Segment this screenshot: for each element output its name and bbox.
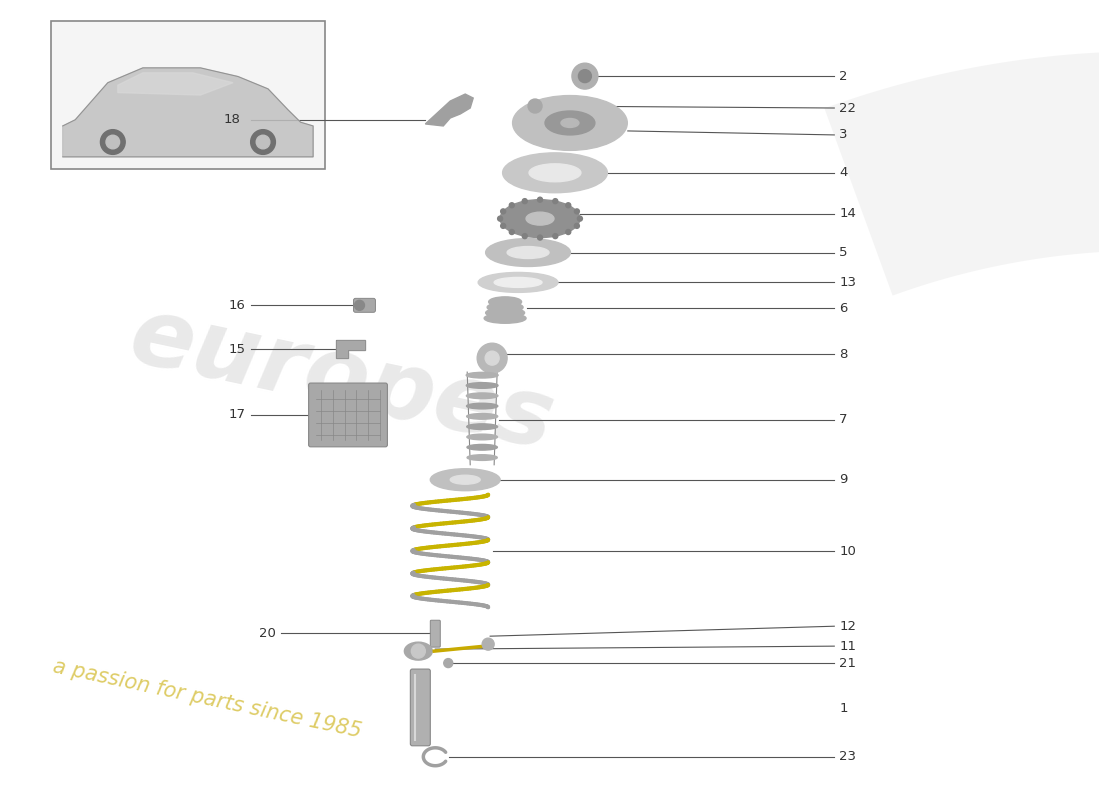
Ellipse shape [507,246,549,258]
Text: 9: 9 [839,474,848,486]
Text: 16: 16 [229,299,245,312]
Ellipse shape [430,469,500,490]
Circle shape [553,198,558,204]
Circle shape [251,130,275,154]
Ellipse shape [500,200,580,238]
Ellipse shape [466,393,498,398]
Text: 22: 22 [839,102,856,114]
Circle shape [509,230,515,234]
Polygon shape [118,73,233,95]
Text: 14: 14 [839,207,856,220]
Text: 8: 8 [839,348,848,361]
Ellipse shape [486,308,525,318]
Text: 4: 4 [839,166,848,179]
Ellipse shape [544,111,595,135]
Circle shape [574,223,580,228]
Ellipse shape [486,238,571,266]
Polygon shape [824,51,1100,624]
Text: 12: 12 [839,620,856,633]
Circle shape [522,198,527,204]
Ellipse shape [466,372,498,378]
Text: 11: 11 [839,640,856,653]
Text: 21: 21 [839,657,856,670]
Ellipse shape [561,118,579,127]
Ellipse shape [488,297,521,307]
Text: 17: 17 [229,409,245,422]
Circle shape [443,658,453,667]
Circle shape [106,135,120,149]
Text: 2: 2 [839,70,848,82]
Circle shape [574,209,580,214]
Circle shape [485,351,499,365]
Text: 20: 20 [258,626,276,640]
Ellipse shape [487,302,524,312]
Ellipse shape [466,434,497,440]
FancyBboxPatch shape [430,620,440,647]
Text: 3: 3 [839,129,848,142]
Circle shape [500,223,506,228]
Ellipse shape [503,153,607,193]
Circle shape [553,234,558,238]
Text: europes: europes [121,290,562,470]
Text: 7: 7 [839,414,848,426]
Bar [51,22,326,169]
Circle shape [482,638,494,650]
Ellipse shape [466,414,497,419]
Ellipse shape [526,212,554,225]
Text: 1: 1 [839,702,848,715]
Ellipse shape [484,314,526,323]
Circle shape [354,300,364,310]
Ellipse shape [494,278,542,287]
Ellipse shape [529,164,581,182]
Text: 10: 10 [839,545,856,558]
Polygon shape [426,94,473,126]
Ellipse shape [466,382,498,388]
FancyBboxPatch shape [410,669,430,746]
Text: a passion for parts since 1985: a passion for parts since 1985 [52,657,363,742]
Text: 18: 18 [224,114,241,126]
FancyBboxPatch shape [309,383,387,447]
Text: 15: 15 [229,342,245,356]
Ellipse shape [466,403,498,409]
Ellipse shape [478,273,558,292]
Text: 5: 5 [839,246,848,259]
Circle shape [572,63,598,89]
Circle shape [100,130,125,154]
FancyBboxPatch shape [353,298,375,312]
Circle shape [538,235,542,240]
Circle shape [565,230,571,234]
Circle shape [256,135,270,149]
Text: 13: 13 [839,276,856,289]
Ellipse shape [468,445,497,450]
Ellipse shape [513,95,627,150]
Circle shape [579,70,592,82]
Circle shape [528,99,542,113]
Text: 6: 6 [839,302,848,315]
Circle shape [411,644,426,658]
Ellipse shape [468,454,497,460]
Circle shape [477,343,507,373]
Circle shape [509,202,515,208]
Circle shape [578,216,582,221]
Ellipse shape [450,475,481,484]
Circle shape [565,202,571,208]
Text: 23: 23 [839,750,856,763]
Circle shape [500,209,506,214]
Circle shape [522,234,527,238]
Circle shape [497,216,503,221]
Ellipse shape [405,642,432,660]
Ellipse shape [466,424,497,430]
Polygon shape [336,340,365,358]
Polygon shape [63,68,314,157]
Circle shape [538,198,542,202]
